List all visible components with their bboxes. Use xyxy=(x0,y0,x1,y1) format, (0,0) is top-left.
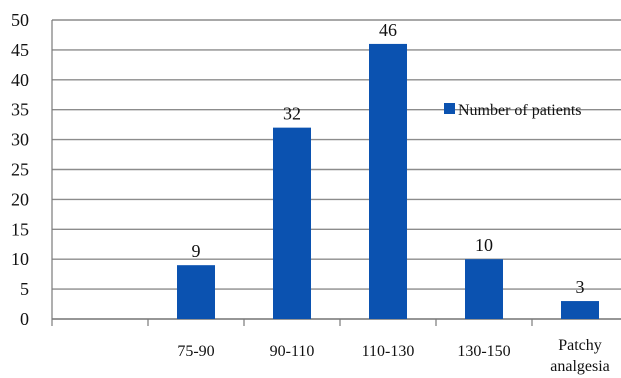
y-tick-label: 25 xyxy=(11,160,29,180)
y-tick-label: 0 xyxy=(20,309,29,329)
y-tick-label: 45 xyxy=(11,40,29,60)
x-category-label: 110-130 xyxy=(362,343,415,360)
axes xyxy=(51,20,621,326)
data-label: 9 xyxy=(192,241,201,261)
data-label: 3 xyxy=(576,277,585,297)
bar xyxy=(561,301,599,319)
x-category-label: 130-150 xyxy=(457,343,510,360)
y-tick-label: 10 xyxy=(11,249,29,269)
y-tick-label: 30 xyxy=(11,130,29,150)
legend-label: Number of patients xyxy=(458,102,582,119)
y-tick-labels: 0 5 10 15 20 25 30 35 40 45 50 xyxy=(11,10,29,329)
y-tick-label: 50 xyxy=(11,10,29,30)
bar xyxy=(465,259,503,319)
legend-swatch xyxy=(444,103,455,114)
y-tick-label: 35 xyxy=(11,100,29,120)
y-tick-label: 20 xyxy=(11,189,29,209)
bar xyxy=(177,265,215,319)
y-tick-label: 40 xyxy=(11,70,29,90)
data-label: 10 xyxy=(475,235,493,255)
category-labels: 75-90 90-110 110-130 130-150 Patchy analgesia xyxy=(177,337,609,375)
y-tick-label: 5 xyxy=(20,279,29,299)
data-label: 46 xyxy=(379,20,397,40)
bar xyxy=(273,127,311,319)
x-category-label: 90-110 xyxy=(270,343,315,360)
data-labels: 9 32 46 10 3 xyxy=(192,20,585,297)
x-category-label: Patchy analgesia xyxy=(550,337,610,375)
bar xyxy=(369,43,407,320)
x-category-label: 75-90 xyxy=(177,343,214,360)
y-tick-label: 15 xyxy=(11,219,29,239)
gridlines xyxy=(52,19,621,320)
data-label: 32 xyxy=(283,104,301,124)
legend: Number of patients xyxy=(444,102,582,119)
bars xyxy=(177,43,599,320)
